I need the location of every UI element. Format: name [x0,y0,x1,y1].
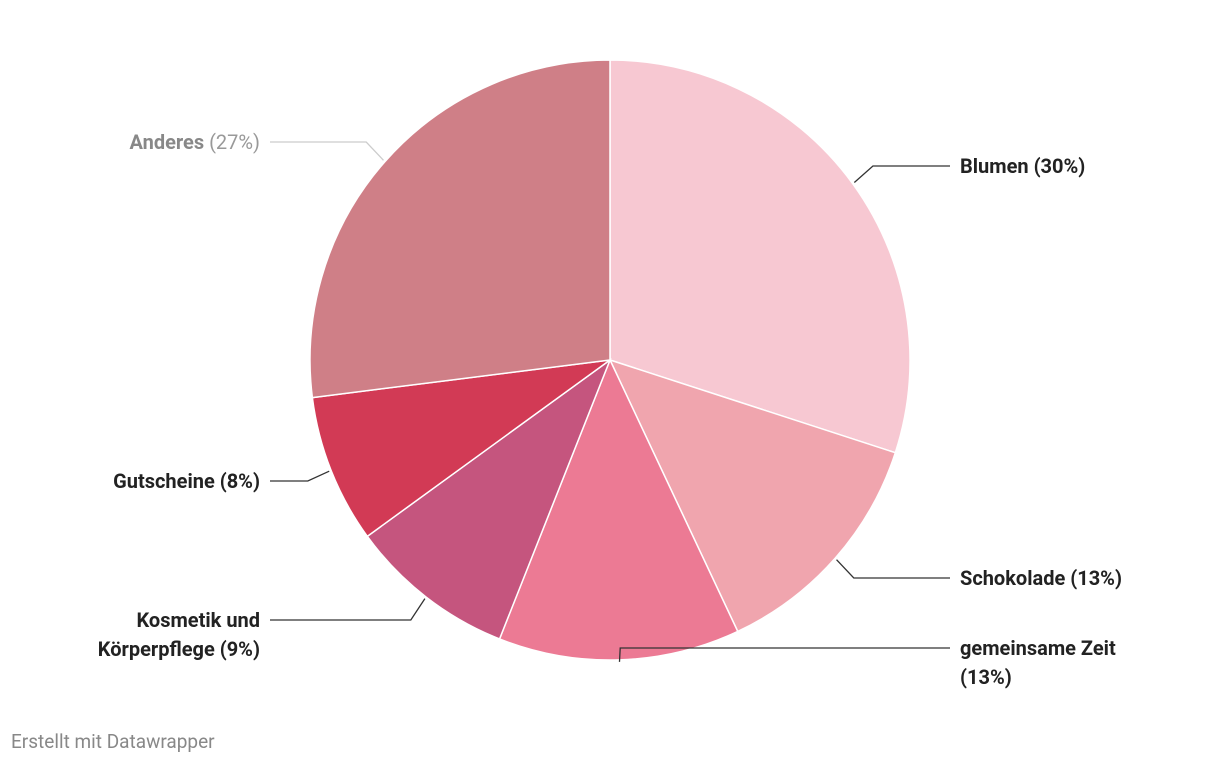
leader-line [618,647,950,662]
category-name: Kosmetik und Körperpflege [97,607,260,661]
value-label: (30%) [1033,153,1086,178]
leader-line [270,598,426,621]
category-name: gemeinsame Zeit [960,635,1116,660]
pie-slice [609,59,911,454]
category-name: Blumen [960,153,1029,178]
credit-note: Erstellt mit Datawrapper [11,730,215,753]
value-label: (9%) [219,636,260,661]
category-name: Gutscheine [113,468,215,493]
category-name: Schokolade [960,565,1066,590]
slice-label: Blumen (30%) [960,152,1220,181]
slice-label: gemeinsame Zeit (13%) [960,634,1150,692]
value-label: (27%) [209,129,260,154]
pie-slice [309,59,611,399]
value-label: (8%) [219,468,260,493]
pie-slice [366,357,612,640]
leader-line [836,559,950,579]
value-label: (13%) [960,664,1012,689]
slice-label: Schokolade (13%) [960,564,1220,593]
pie-slice [311,359,611,538]
leader-line [270,141,384,161]
pie-slice [608,358,897,633]
leader-line [270,470,330,482]
slice-label: Kosmetik und Körperpflege (9%) [40,606,260,664]
category-name: Anderes [129,129,205,154]
slice-label: Anderes (27%) [0,128,260,157]
leader-line [853,165,950,183]
value-label: (13%) [1070,565,1122,590]
slice-label: Gutscheine (8%) [0,467,260,496]
